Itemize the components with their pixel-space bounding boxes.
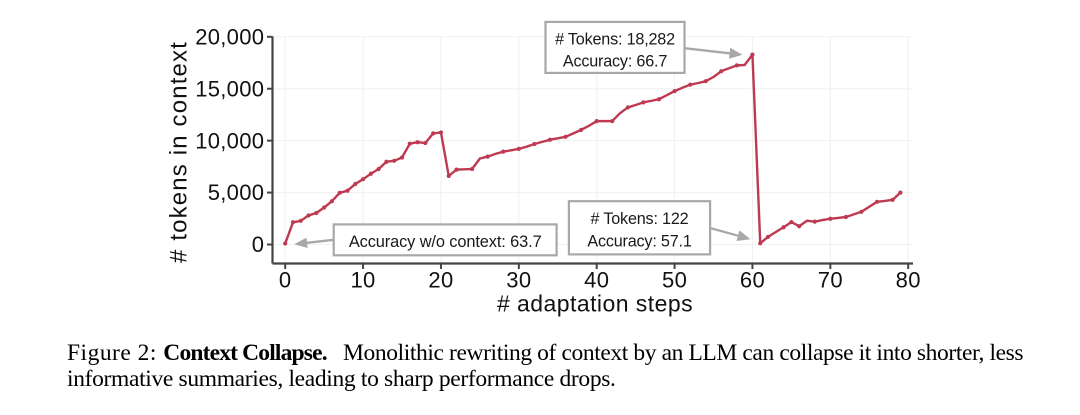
- svg-text:30: 30: [506, 268, 531, 293]
- svg-text:# tokens in context: # tokens in context: [166, 41, 193, 263]
- svg-text:20,000: 20,000: [195, 24, 264, 49]
- svg-text:50: 50: [662, 268, 687, 293]
- svg-text:# Tokens: 122: # Tokens: 122: [591, 210, 689, 228]
- svg-text:Accuracy w/o context: 63.7: Accuracy w/o context: 63.7: [349, 233, 542, 251]
- svg-text:60: 60: [740, 268, 765, 293]
- svg-text:10: 10: [351, 268, 376, 293]
- svg-text:Accuracy: 66.7: Accuracy: 66.7: [563, 53, 667, 71]
- svg-text:70: 70: [818, 268, 843, 293]
- svg-text:20: 20: [428, 268, 453, 293]
- svg-text:0: 0: [279, 268, 292, 293]
- svg-text:0: 0: [252, 232, 265, 257]
- svg-text:5,000: 5,000: [208, 180, 265, 205]
- svg-text:10,000: 10,000: [195, 128, 264, 153]
- svg-text:Accuracy: 57.1: Accuracy: 57.1: [587, 233, 691, 251]
- svg-text:# adaptation steps: # adaptation steps: [497, 291, 693, 317]
- svg-text:15,000: 15,000: [195, 76, 264, 101]
- svg-text:40: 40: [584, 268, 609, 293]
- svg-text:80: 80: [896, 268, 921, 293]
- svg-text:# Tokens: 18,282: # Tokens: 18,282: [555, 31, 675, 49]
